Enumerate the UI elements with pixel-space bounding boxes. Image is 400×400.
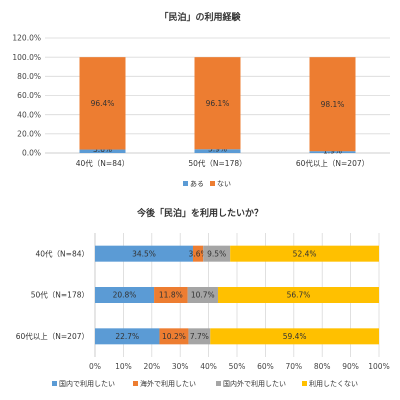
chart2-legend-label: 国内外で利用したい: [223, 379, 286, 388]
chart2-x-ticks: 0% 10% 20% 30% 40% 50% 60% 70% 80% 90% 100%: [89, 362, 390, 371]
chart1-bar-segment: [309, 151, 356, 153]
chart1-bar-segment: [309, 57, 356, 152]
chart2-bar-segment: [159, 328, 189, 345]
chart2-x-tick-label: 50%: [229, 362, 246, 371]
chart2-bar-segment: [95, 287, 155, 303]
chart2-legend: 国内で利用したい 海外で利用したい 国内外で利用したい 利用したくない: [52, 379, 358, 388]
chart1-y-tick-label: 120.0%: [12, 34, 41, 43]
chart1-category-label: 50代（N=178）: [188, 158, 246, 168]
chart2-bar-segment: [95, 245, 193, 262]
chart2-x-tick-label: 70%: [285, 362, 302, 371]
chart1-legend-swatch: [183, 181, 188, 186]
chart2-data-label: 3.6%: [189, 249, 208, 258]
chart2-data-label: 52.4%: [293, 249, 317, 258]
chart1-y-ticks: 0.0% 20.0% 40.0% 60.0% 80.0% 100.0% 120.0%: [12, 34, 41, 158]
chart2-bar-segment: [230, 245, 379, 262]
chart1-category-label: 40代（N=84）: [76, 158, 129, 168]
chart2-legend-label: 利用したくない: [309, 379, 358, 388]
chart2-bar-segment: [188, 328, 211, 345]
chart2-data-label: 59.4%: [283, 332, 307, 341]
chart2-categories: 40代（N=84） 50代（N=178） 60代以上（N=207）: [16, 248, 89, 341]
chart2-data-label: 7.7%: [190, 332, 209, 341]
chart1-bars: 3.6%96.4%3.9%96.1%1.9%98.1%: [79, 57, 356, 155]
chart2-data-label: 10.2%: [162, 332, 186, 341]
chart2-x-tick-label: 90%: [342, 362, 359, 371]
chart1-legend-swatch: [210, 181, 215, 186]
chart1-data-label: 98.1%: [321, 100, 345, 109]
chart1-title: 「民泊」の利用経験: [159, 11, 241, 23]
chart1-category-label: 60代以上（N=207）: [296, 158, 369, 168]
chart2-bar-segment: [210, 328, 379, 345]
chart2-data-label: 22.7%: [115, 332, 139, 341]
chart1-data-label: 96.4%: [91, 99, 115, 108]
chart1-legend-label: ある: [190, 180, 204, 188]
chart2-x-tick-label: 10%: [115, 362, 132, 371]
chart2-bars: 34.5% 3.6% 9.5% 52.4% 20.8% 11.8% 10.7% 56.7% 22…: [95, 245, 379, 345]
chart1-y-tick-label: 40.0%: [17, 110, 41, 119]
chart1-y-tick-label: 0.0%: [22, 149, 41, 158]
chart2-bar-segment: [217, 287, 379, 303]
chart1-categories: 40代（N=84） 50代（N=178） 60代以上（N=207）: [76, 158, 369, 168]
chart2-x-tick-label: 100%: [368, 362, 389, 371]
chart2-data-label: 10.7%: [191, 291, 215, 300]
future-intent-chart: 今後「民泊」を利用したいか？ 34.5% 3.6% 9.5% 52.4% 20.8% 11…: [16, 207, 390, 388]
chart1-data-label: 96.1%: [206, 99, 230, 108]
chart2-data-label: 34.5%: [132, 249, 156, 258]
chart2-x-tick-label: 80%: [314, 362, 331, 371]
chart2-data-label: 9.5%: [207, 249, 226, 258]
chart1-y-tick-label: 100.0%: [12, 53, 41, 62]
chart1-bar-segment: [79, 149, 126, 153]
chart2-legend-label: 海外で利用したい: [140, 379, 196, 388]
chart2-legend-swatch: [216, 381, 221, 386]
chart2-bar-segment: [192, 245, 204, 262]
chart2-data-label: 11.8%: [159, 291, 183, 300]
chart2-data-label: 20.8%: [113, 291, 137, 300]
chart2-legend-swatch: [133, 381, 138, 386]
chart1-bar-segment: [79, 57, 126, 150]
chart2-data-label: 56.7%: [287, 291, 311, 300]
chart2-x-tick-label: 0%: [89, 362, 101, 371]
chart1-bar-segment: [194, 57, 241, 150]
chart2-category-label: 60代以上（N=207）: [16, 331, 89, 341]
chart1-y-tick-label: 20.0%: [17, 129, 41, 138]
chart2-legend-label: 国内で利用したい: [59, 379, 115, 388]
chart2-legend-swatch: [302, 381, 307, 386]
chart2-x-tick-label: 20%: [143, 362, 160, 371]
chart1-legend: ある ない: [183, 180, 231, 188]
chart2-bar-segment: [187, 287, 218, 303]
chart1-y-tick-label: 80.0%: [17, 72, 41, 81]
chart2-bar-segment: [154, 287, 188, 303]
chart1-bar-segment: [194, 149, 241, 153]
chart2-category-label: 50代（N=178）: [31, 290, 89, 300]
chart2-x-tick-label: 30%: [172, 362, 189, 371]
chart2-legend-swatch: [52, 381, 57, 386]
chart2-bar-segment: [203, 245, 231, 262]
chart2-x-tick-label: 60%: [257, 362, 274, 371]
chart2-title: 今後「民泊」を利用したいか？: [136, 207, 263, 219]
chart2-x-tick-label: 40%: [200, 362, 217, 371]
chart2-bar-segment: [95, 328, 160, 345]
chart1-legend-label: ない: [217, 180, 231, 188]
chart1-y-tick-label: 60.0%: [17, 91, 41, 100]
chart2-category-label: 40代（N=84）: [36, 248, 89, 258]
usage-experience-chart: 「民泊」の利用経験 0.0% 20.0% 40.0% 60.0% 80.0% 100.0%…: [12, 11, 390, 188]
